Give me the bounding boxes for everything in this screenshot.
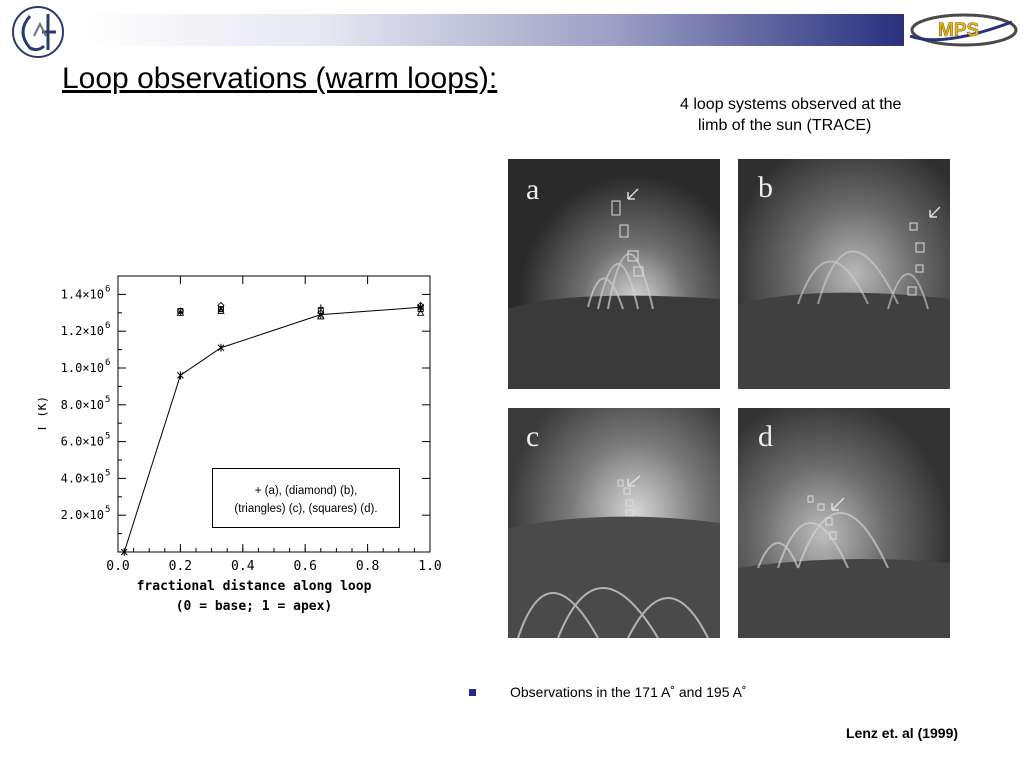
x-axis-label: fractional distance along loop — [137, 579, 372, 594]
x-tick-label: 1.0 — [418, 559, 441, 574]
obs-point-square — [177, 308, 184, 314]
y-tick-label: 4.0×10 — [61, 471, 104, 485]
obs-point-square — [317, 308, 324, 314]
obs-point-diamond — [176, 307, 185, 315]
observation-bullet: Observations in the 171 A˚ and 195 A˚ — [469, 684, 747, 700]
bullet-text: Observations in the 171 A˚ and 195 A˚ — [510, 684, 747, 700]
chart-legend: + (a), (diamond) (b), (triangles) (c), (… — [212, 468, 400, 528]
x-axis-label-2: (0 = base; 1 = apex) — [176, 599, 333, 614]
university-seal-logo — [12, 6, 64, 58]
trace-panel-b: b — [738, 159, 950, 389]
model-point-asterisk — [120, 548, 128, 556]
obs-point-triangle — [176, 308, 185, 316]
y-tick-exponent: 6 — [105, 284, 110, 294]
mps-logo: MPS — [909, 13, 1018, 47]
reference-citation: Lenz et. al (1999) — [846, 725, 959, 741]
obs-point-square — [218, 306, 224, 313]
trace-panel-d: d — [738, 408, 950, 638]
y-tick-label: 1.4×10 — [61, 287, 104, 301]
obs-point-triangle — [317, 312, 325, 320]
y-tick-label: 1.2×10 — [61, 324, 104, 338]
panel-label-a: a — [526, 173, 539, 206]
caption-line-2: limb of the sun (TRACE) — [698, 117, 872, 134]
panel-label-c: c — [526, 420, 539, 453]
y-tick-label: 6.0×10 — [61, 435, 104, 449]
model-point-asterisk — [177, 371, 184, 380]
trace-panel-c: c — [508, 408, 720, 638]
x-tick-label: 0.4 — [231, 559, 255, 574]
legend-line-1: + (a), (diamond) (b), — [254, 485, 358, 497]
y-tick-exponent: 5 — [105, 468, 110, 478]
obs-point-diamond — [317, 309, 325, 317]
mps-logo-text: MPS — [938, 20, 979, 41]
y-tick-label: 1.0×10 — [61, 361, 104, 375]
x-tick-label: 0.2 — [169, 559, 192, 574]
y-tick-label: 2.0×10 — [61, 508, 104, 522]
legend-line-2: (triangles) (c), (squares) (d). — [234, 503, 378, 515]
y-tick-exponent: 5 — [105, 432, 110, 442]
panel-label-b: b — [758, 171, 773, 204]
obs-point-triangle — [416, 308, 425, 316]
panel-label-d: d — [758, 420, 773, 453]
y-tick-exponent: 5 — [105, 395, 110, 405]
y-tick-exponent: 5 — [105, 505, 110, 515]
header-gradient-bar — [78, 14, 904, 46]
y-axis-label: T (K) — [38, 396, 49, 432]
model-point-asterisk — [217, 343, 225, 352]
bullet-square-icon — [469, 688, 476, 696]
caption-line-1: 4 loop systems observed at the — [680, 96, 902, 113]
x-tick-label: 0.8 — [356, 559, 379, 574]
y-tick-exponent: 6 — [105, 321, 110, 331]
y-tick-exponent: 6 — [105, 358, 110, 368]
y-tick-label: 8.0×10 — [61, 398, 104, 412]
trace-panel-a: a — [508, 159, 720, 389]
figure-caption: 4 loop systems observed at the limb of t… — [680, 94, 901, 136]
x-tick-label: 0.0 — [106, 559, 129, 574]
obs-point-diamond — [417, 301, 425, 310]
x-tick-label: 0.6 — [293, 559, 316, 574]
obs-point-triangle — [217, 307, 225, 314]
temperature-chart: 0.0 0.2 0.4 0.6 0.8 1.02.0×10 54.0×10 56.0×10 58… — [38, 275, 442, 614]
slide-title: Loop observations (warm loops): — [62, 62, 498, 95]
obs-point-square — [417, 306, 424, 313]
